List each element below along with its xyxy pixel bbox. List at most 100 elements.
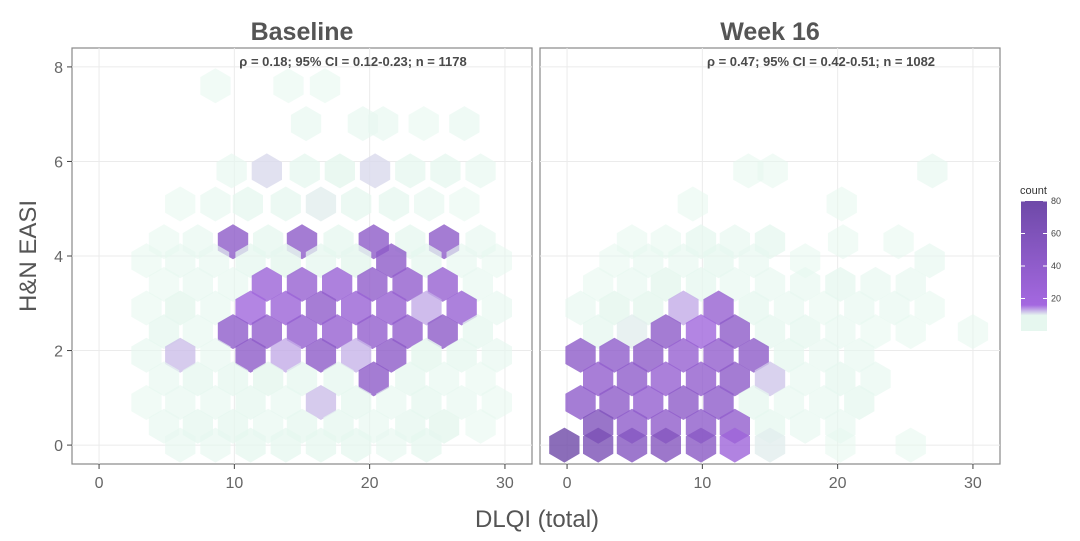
hexbin-cell	[703, 385, 734, 420]
hexbin-cell	[165, 290, 196, 326]
hexbin-cell	[270, 385, 301, 420]
y-tick-label: 2	[54, 344, 63, 361]
hexbin-cell	[481, 385, 512, 420]
hexbin-cell	[616, 314, 648, 350]
hexbin-cell	[235, 427, 266, 463]
hexbin-cell	[251, 153, 282, 189]
hexbin-cell	[738, 290, 769, 326]
hexbin-cell	[341, 243, 372, 279]
hexbin-cell	[465, 408, 496, 444]
hexbin-cell	[131, 385, 162, 420]
hexbin-cell	[773, 290, 805, 326]
hexbin-cell	[616, 361, 648, 397]
hexbin-cell	[825, 427, 856, 463]
hexbin-cell	[376, 337, 407, 373]
hexbin-cell	[251, 314, 282, 350]
hexbin-cell	[773, 385, 805, 420]
hexbin-cell	[411, 243, 442, 279]
hexbin-cell	[809, 385, 840, 420]
hexbin-cell	[790, 243, 821, 279]
hexbin-cell	[347, 106, 378, 142]
hexbin-cell	[446, 290, 477, 326]
hexbin-cell	[583, 314, 614, 350]
hexbin-cell	[703, 337, 734, 373]
hexbin-cell	[200, 337, 231, 373]
x-ticks-baseline: 0 10 20 30	[95, 464, 514, 492]
hexbin-cell	[583, 427, 614, 463]
hexbin-cell	[616, 427, 648, 463]
hexbin-cell	[825, 361, 856, 397]
hexbin-cell	[270, 427, 301, 463]
hexbin-cell	[719, 266, 750, 302]
hexbin-cell	[719, 314, 750, 350]
hexbin-cell	[165, 427, 196, 463]
hexbin-cell	[860, 266, 891, 302]
hexbin-cell	[216, 153, 247, 189]
hexbin-cell	[217, 361, 249, 397]
hexbin-cell	[565, 337, 596, 373]
hexbin-cell	[235, 385, 266, 420]
hexbin-cell	[200, 385, 231, 420]
hexbin-cell	[757, 153, 788, 189]
hexbin-cell	[165, 243, 196, 279]
hexbin-cell	[411, 427, 442, 463]
hexbin-cell	[165, 385, 196, 420]
hexbin-cell	[650, 361, 681, 397]
hexbin-cell	[357, 266, 388, 302]
legend-tick-label: 60	[1051, 229, 1061, 239]
hexbin-cell	[305, 337, 337, 373]
hexbin-cell	[844, 385, 875, 420]
hexbin-cell	[131, 243, 162, 279]
hexbin-cell	[668, 290, 699, 326]
hexbin-cell	[633, 290, 664, 326]
hexbin-cell	[305, 290, 337, 326]
hexbin-cell	[738, 337, 769, 373]
hexbin-cell	[427, 266, 458, 302]
panel-week16: Week 16 ρ = 0.47; 95% CI = 0.42-0.51; n …	[539, 18, 1001, 492]
hexbin-cell	[738, 243, 769, 279]
hexbin-cell	[754, 266, 786, 302]
hexbin-cell	[790, 266, 821, 302]
hexbins-week16	[549, 153, 989, 463]
legend-tick-label: 20	[1051, 294, 1061, 304]
hexbin-cell	[719, 361, 750, 397]
hexbin-cell	[790, 314, 821, 350]
hexbin-cell	[827, 224, 859, 260]
hexbin-cell	[462, 314, 493, 350]
hexbin-cell	[286, 361, 318, 397]
hexbin-cell	[289, 153, 320, 189]
hexbin-cell	[182, 314, 213, 350]
hexbin-cell	[583, 361, 614, 397]
hexbin-cell	[481, 243, 512, 279]
legend-tick-label: 80	[1051, 196, 1061, 206]
hexbin-cell	[235, 337, 266, 373]
hexbin-cell	[273, 68, 304, 104]
hexbin-cell	[825, 314, 856, 350]
hexbin-cell	[633, 337, 664, 373]
hexbin-cell	[148, 266, 180, 302]
hexbin-cell	[616, 266, 648, 302]
hexbin-cell	[182, 361, 213, 397]
x-tick-label: 10	[225, 475, 243, 492]
hexbin-cell	[703, 243, 734, 279]
hexbin-cell	[895, 427, 926, 463]
hexbin-cell	[392, 314, 423, 350]
hexbin-cell	[290, 106, 322, 142]
hexbin-cell	[703, 290, 734, 326]
hexbin-cell	[323, 361, 354, 397]
legend-ticks: 20 40 60 80	[1021, 196, 1061, 304]
hexbin-cell	[270, 337, 301, 373]
hexbin-cell	[565, 385, 596, 420]
hexbin-cell	[305, 186, 337, 222]
legend-tick-label: 40	[1051, 261, 1061, 271]
hexbin-cell	[378, 186, 410, 222]
hexbin-cell	[376, 427, 407, 463]
hexbin-cell	[465, 361, 496, 397]
hexbin-cell	[860, 314, 891, 350]
hexbin-cell	[754, 361, 786, 397]
hexbin-cell	[825, 266, 856, 302]
hexbin-cell	[182, 266, 213, 302]
hexbin-cell	[341, 186, 372, 222]
hexbin-cell	[773, 337, 805, 373]
x-tick-label: 20	[361, 475, 379, 492]
